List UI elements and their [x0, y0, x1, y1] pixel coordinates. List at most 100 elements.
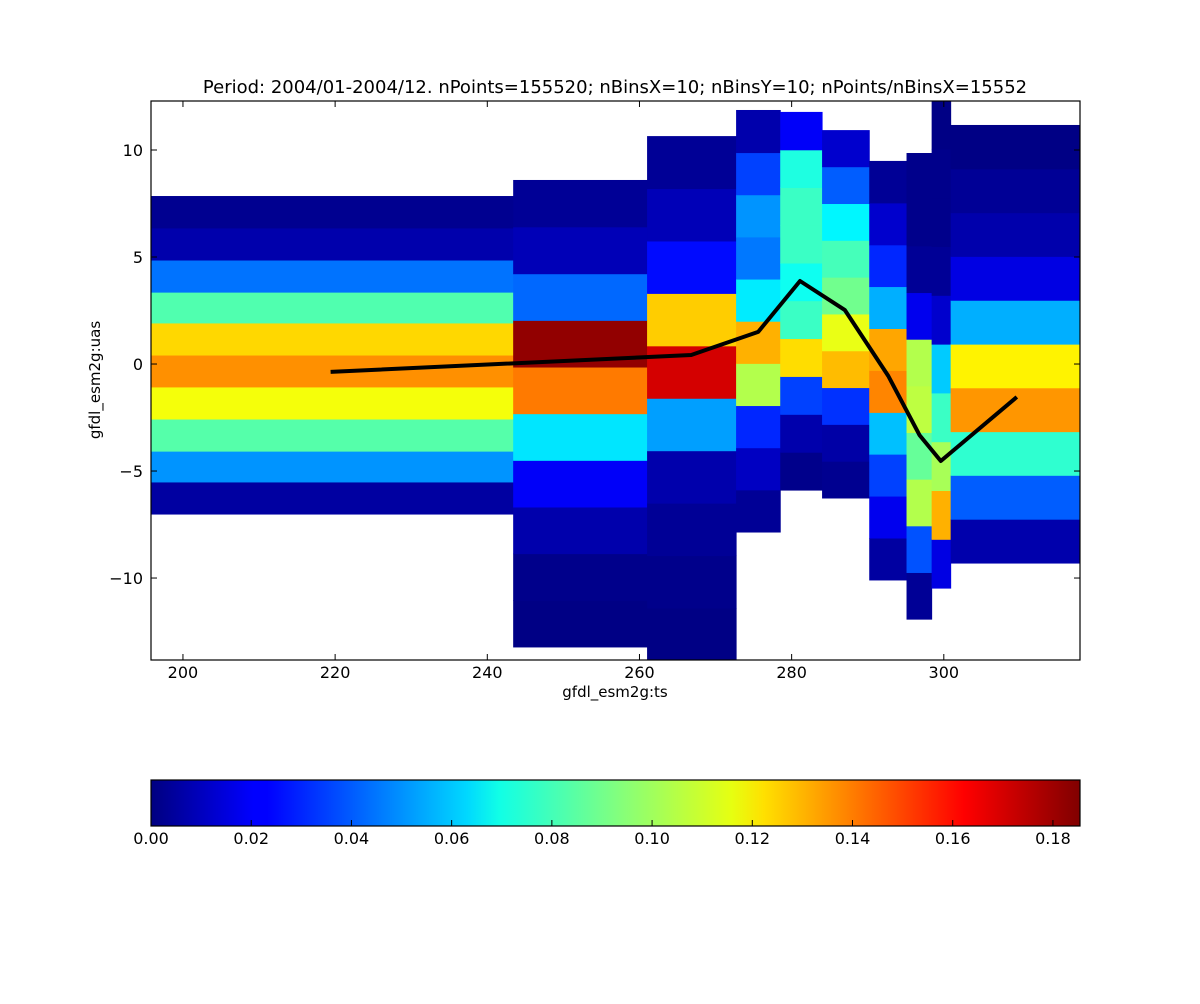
heatmap-cell — [931, 295, 952, 345]
overlay — [330, 279, 1019, 463]
heatmap-cell — [780, 225, 823, 264]
heatmap-cell — [151, 386, 514, 420]
heatmap-cell — [906, 479, 933, 527]
axes-frame — [150, 100, 1081, 661]
heatmap-cell — [780, 111, 823, 151]
heatmap — [151, 101, 1080, 660]
heatmap-cell — [736, 447, 781, 491]
x-tick-label: 200 — [168, 663, 199, 682]
colorbar-tick-label: 0.00 — [133, 829, 169, 848]
heatmap-cell — [950, 344, 1080, 389]
heatmap-cell — [931, 392, 952, 443]
x-tick-label: 280 — [776, 663, 807, 682]
colorbar-tick-label: 0.02 — [233, 829, 269, 848]
heatmap-cell — [906, 245, 933, 294]
heatmap-cell — [822, 387, 870, 425]
heatmap-cell — [950, 431, 1080, 476]
heatmap-cell — [931, 344, 952, 394]
y-tick-label: 0 — [133, 355, 143, 374]
heatmap-cell — [780, 338, 823, 377]
x-tick-label: 240 — [472, 663, 503, 682]
heatmap-cell — [780, 376, 823, 415]
heatmap-cell — [513, 506, 648, 555]
heatmap-cell — [647, 293, 737, 347]
heatmap-cell — [647, 607, 737, 660]
heatmap-cell — [906, 525, 933, 573]
colorbar-tick-label: 0.06 — [434, 829, 470, 848]
heatmap-cell — [647, 188, 737, 242]
x-tick-label: 220 — [320, 663, 351, 682]
colorbar-tick-label: 0.14 — [835, 829, 871, 848]
heatmap-cell — [513, 413, 648, 461]
x-tick-label: 260 — [624, 663, 655, 682]
heatmap-cell — [513, 600, 648, 648]
heatmap-cell — [780, 187, 823, 226]
heatmap-cell — [647, 136, 737, 190]
heatmap-cell — [151, 196, 514, 229]
heatmap-cell — [931, 148, 952, 199]
heatmap-cell — [780, 452, 823, 491]
y-tick-label: −10 — [109, 569, 143, 588]
colorbar-tick-label: 0.18 — [1035, 829, 1071, 848]
heatmap-cell — [822, 166, 870, 205]
heatmap-cell — [822, 313, 870, 352]
chart-title: Period: 2004/01-2004/12. nPoints=155520;… — [203, 77, 1027, 98]
heatmap-cell — [151, 481, 514, 515]
y-tick-label: −5 — [119, 462, 143, 481]
colorbar — [151, 780, 1080, 826]
heatmap-cell — [869, 454, 908, 497]
heatmap-cell — [736, 194, 781, 238]
heatmap-cell — [780, 149, 823, 188]
heatmap-cell — [869, 244, 908, 288]
colorbar-tick-label: 0.04 — [334, 829, 370, 848]
heatmap-cell — [950, 387, 1080, 433]
y-tick-label: 10 — [123, 141, 143, 160]
colorbar-tick-label: 0.12 — [734, 829, 770, 848]
heatmap-cell — [906, 385, 933, 434]
heatmap-cell — [906, 153, 933, 200]
x-axis-label: gfdl_esm2g:ts — [562, 683, 668, 702]
heatmap-cell — [736, 489, 781, 533]
heatmap-cell — [931, 101, 952, 150]
heatmap-cell — [931, 490, 952, 540]
heatmap-cell — [869, 202, 908, 246]
heatmap-cell — [151, 451, 514, 483]
heatmap-cell — [822, 461, 870, 499]
heatmap-cell — [869, 286, 908, 329]
heatmap-cell — [736, 109, 781, 154]
heatmap-cell — [822, 350, 870, 389]
heatmap-cell — [151, 419, 514, 452]
heatmap-cell — [151, 322, 514, 356]
heatmap-cell — [950, 300, 1080, 345]
heatmap-cell — [931, 246, 952, 296]
heatmap-cell — [647, 555, 737, 609]
heatmap-cell — [780, 300, 823, 340]
heatmap-cell — [513, 273, 648, 321]
heatmap-cell — [869, 412, 908, 455]
y-tick-label: 5 — [133, 248, 143, 267]
heatmap-cell — [822, 203, 870, 241]
heatmap-cell — [780, 414, 823, 453]
heatmap-cell — [822, 130, 870, 168]
heatmap-cell — [736, 363, 781, 407]
heatmap-cell — [822, 424, 870, 462]
colorbar-frame — [150, 779, 1081, 827]
heatmap-cell — [950, 519, 1080, 564]
heatmap-cell — [931, 539, 952, 589]
colorbar-tick-label: 0.10 — [634, 829, 670, 848]
heatmap-cell — [736, 152, 781, 196]
heatmap-cell — [950, 256, 1080, 301]
heatmap-cell — [151, 227, 514, 261]
heatmap-cell — [513, 553, 648, 601]
heatmap-cell — [513, 179, 648, 228]
heatmap-cell — [513, 460, 648, 508]
heatmap-cell — [647, 240, 737, 294]
colorbar-tick-label: 0.16 — [935, 829, 971, 848]
heatmap-cell — [906, 199, 933, 247]
heatmap-cell — [950, 212, 1080, 257]
heatmap-cell — [647, 503, 737, 557]
x-tick-label: 300 — [929, 663, 960, 682]
colorbar-tick-label: 0.08 — [534, 829, 570, 848]
heatmap-cell — [869, 496, 908, 539]
